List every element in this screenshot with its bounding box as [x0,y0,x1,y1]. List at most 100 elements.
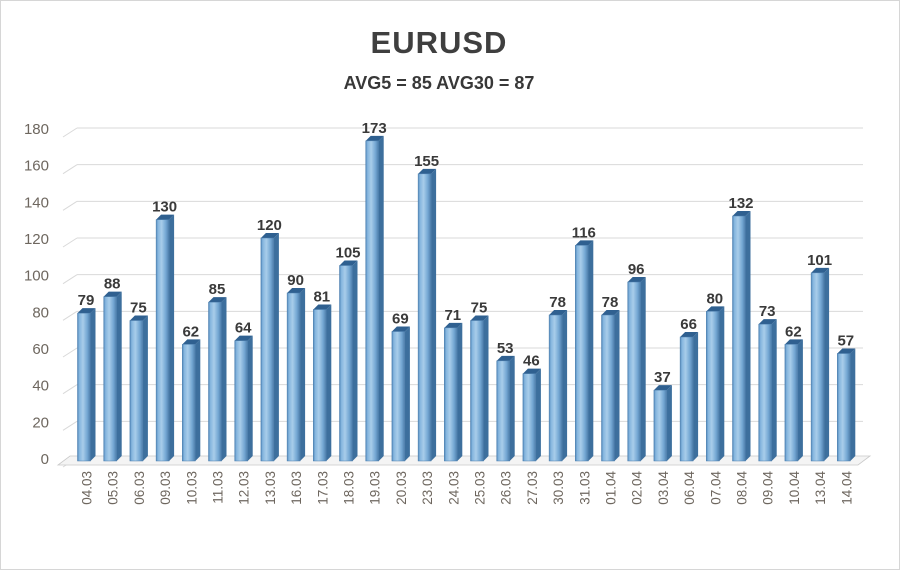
bar-front-face [522,373,537,462]
bar [155,214,175,462]
x-tick-label: 30.03 [551,471,566,505]
bar-value-label: 79 [78,292,95,309]
bar-value-label: 90 [287,272,304,289]
bar-front-face [77,312,91,462]
bar-value-label: 105 [335,245,360,262]
x-tick-label: 10.03 [184,471,199,505]
bar-value-label: 80 [706,290,723,307]
x-tick-label: 31.03 [577,471,592,505]
x-tick-label: 26.03 [499,471,514,505]
bar-side-face [483,315,489,461]
gridline-depth-tick [62,310,78,321]
y-axis-labels: 0 20 40 60 80 100 120 140 160 180 [24,121,49,468]
bar-value-label: 69 [392,311,409,328]
bar-side-face [116,291,122,461]
bar [103,291,122,462]
bar-side-face [352,260,358,461]
bar-front-face [182,344,196,462]
bar-front-face [653,389,668,462]
bar [758,319,777,462]
bar-front-face [496,360,510,462]
bar [339,260,358,462]
x-tick-label: 23.03 [420,471,435,505]
bar-side-face [404,326,410,461]
bar-side-face [771,319,777,461]
x-tick-label: 06.04 [682,471,697,505]
bar-side-face [693,332,699,461]
bar [810,267,830,462]
y-tick-label: 0 [41,451,49,468]
bar-top-face [549,310,568,315]
x-tick-label: 20.03 [394,471,409,505]
bar-front-face [810,272,825,462]
bar-side-face [300,288,306,461]
bar [496,355,515,462]
bar [77,308,96,462]
bar-value-label: 85 [209,281,226,298]
bar-value-label: 120 [257,217,282,234]
bar [601,310,620,462]
y-tick-label: 120 [24,231,49,248]
x-tick-label: 09.04 [761,471,776,505]
bar-value-label: 88 [104,276,121,293]
bar-side-face [378,135,384,462]
bar-front-face [679,336,694,462]
bar-side-face [850,348,856,461]
x-tick-label: 10.04 [787,471,802,505]
chart-header: EURUSD AVG5 = 85 AVG30 = 87 [1,25,877,94]
gridline-depth-tick [62,420,78,431]
bar-side-face [824,267,830,461]
bar-top-face [784,339,803,345]
x-tick-label: 12.03 [237,471,252,505]
bar-top-face [391,326,410,332]
x-tick-label: 13.04 [813,471,828,505]
x-tick-label: 09.03 [158,471,173,505]
bar-front-face [548,314,563,462]
bar-front-face [758,323,772,462]
y-tick-label: 160 [24,158,49,175]
bar [313,304,332,462]
bar-value-label: 37 [654,369,671,386]
bar-front-face [365,140,379,462]
y-tick-label: 100 [24,268,49,285]
bar-side-face [509,355,515,461]
gridline-depth-tick [62,274,78,285]
bar-front-face [339,265,353,462]
x-tick-label: 08.04 [735,471,750,505]
y-tick-label: 60 [32,341,49,358]
bar-top-face [260,233,279,238]
bar [365,135,384,462]
bar [444,322,463,462]
bar-front-face [260,237,275,462]
bar-side-face [326,304,332,461]
x-tick-label: 03.04 [656,471,671,505]
bar-side-face [588,240,594,461]
bar-side-face [142,315,148,461]
x-tick-label: 17.03 [315,471,330,505]
bar-side-face [614,310,620,461]
x-tick-label: 27.03 [525,471,540,505]
x-tick-label: 25.03 [473,471,488,505]
bar [837,348,856,462]
bar-front-face [732,215,746,462]
bar-top-face [575,240,594,246]
bar-front-face [784,344,799,462]
y-tick-label: 140 [24,194,49,211]
bar [129,315,148,462]
bar-top-face [418,168,437,174]
bar [627,277,646,462]
bar [417,168,437,462]
bar-front-face [286,292,301,462]
bar-side-face [745,211,751,461]
bar-top-face [680,332,699,337]
bar [391,326,410,462]
gridline-depth-tick [62,347,78,358]
bar-value-label: 66 [680,316,697,333]
bar-front-face [601,314,615,462]
bar [732,211,751,462]
gridline-depth-tick [62,200,78,211]
y-tick-label: 180 [24,121,49,138]
bar-top-face [732,211,751,216]
bar-value-label: 46 [523,353,540,370]
bar-front-face [234,340,248,462]
